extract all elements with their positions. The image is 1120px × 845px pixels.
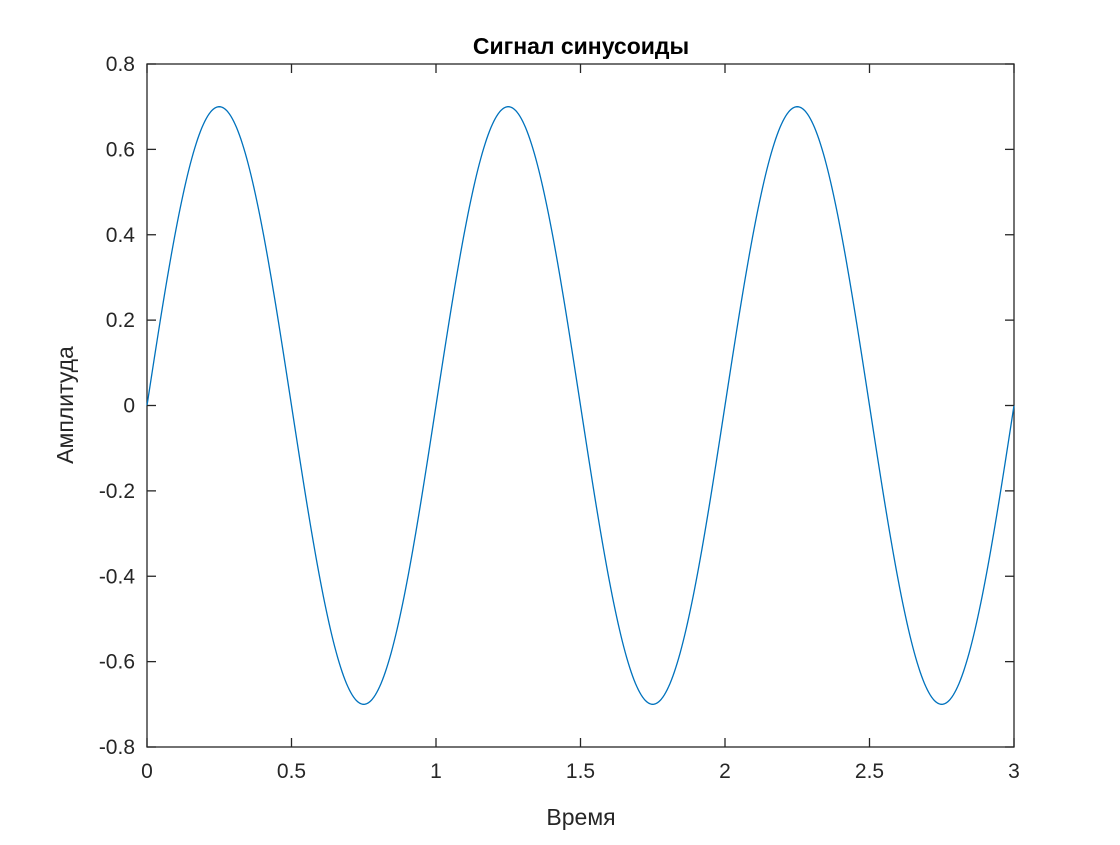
y-tick-label: -0.4 <box>99 565 136 588</box>
y-axis-title: Амплитуда <box>52 346 78 464</box>
y-tick-label: -0.2 <box>99 480 135 503</box>
x-tick-label: 3 <box>1008 760 1020 783</box>
x-tick-label: 0 <box>141 760 153 783</box>
x-tick-label: 2 <box>719 760 731 783</box>
x-tick-label: 0.5 <box>277 760 306 783</box>
chart-title: Сигнал синусоиды <box>473 33 689 59</box>
y-tick-label: 0 <box>123 395 135 418</box>
ticks-layer <box>146 63 1015 748</box>
x-tick-label: 2.5 <box>855 760 884 783</box>
series-line-0 <box>146 106 1015 705</box>
y-tick-label: 0.2 <box>106 309 135 332</box>
y-tick-label: -0.8 <box>99 736 135 759</box>
y-tick-label: 0.8 <box>106 53 135 76</box>
x-axis-title: Время <box>546 804 615 830</box>
tick-labels-layer: 0 0.5 1 1.5 2 2.5 3 -0.8 -0.6 -0.4 -0.2 0 0.2 0.4 0.6 0… <box>99 53 1020 783</box>
series-layer <box>146 106 1015 705</box>
x-tick-label: 1.5 <box>566 760 595 783</box>
y-tick-label: -0.6 <box>99 651 135 674</box>
x-tick-label: 1 <box>430 760 442 783</box>
y-tick-label: 0.6 <box>106 138 135 161</box>
y-tick-label: 0.4 <box>106 224 136 247</box>
